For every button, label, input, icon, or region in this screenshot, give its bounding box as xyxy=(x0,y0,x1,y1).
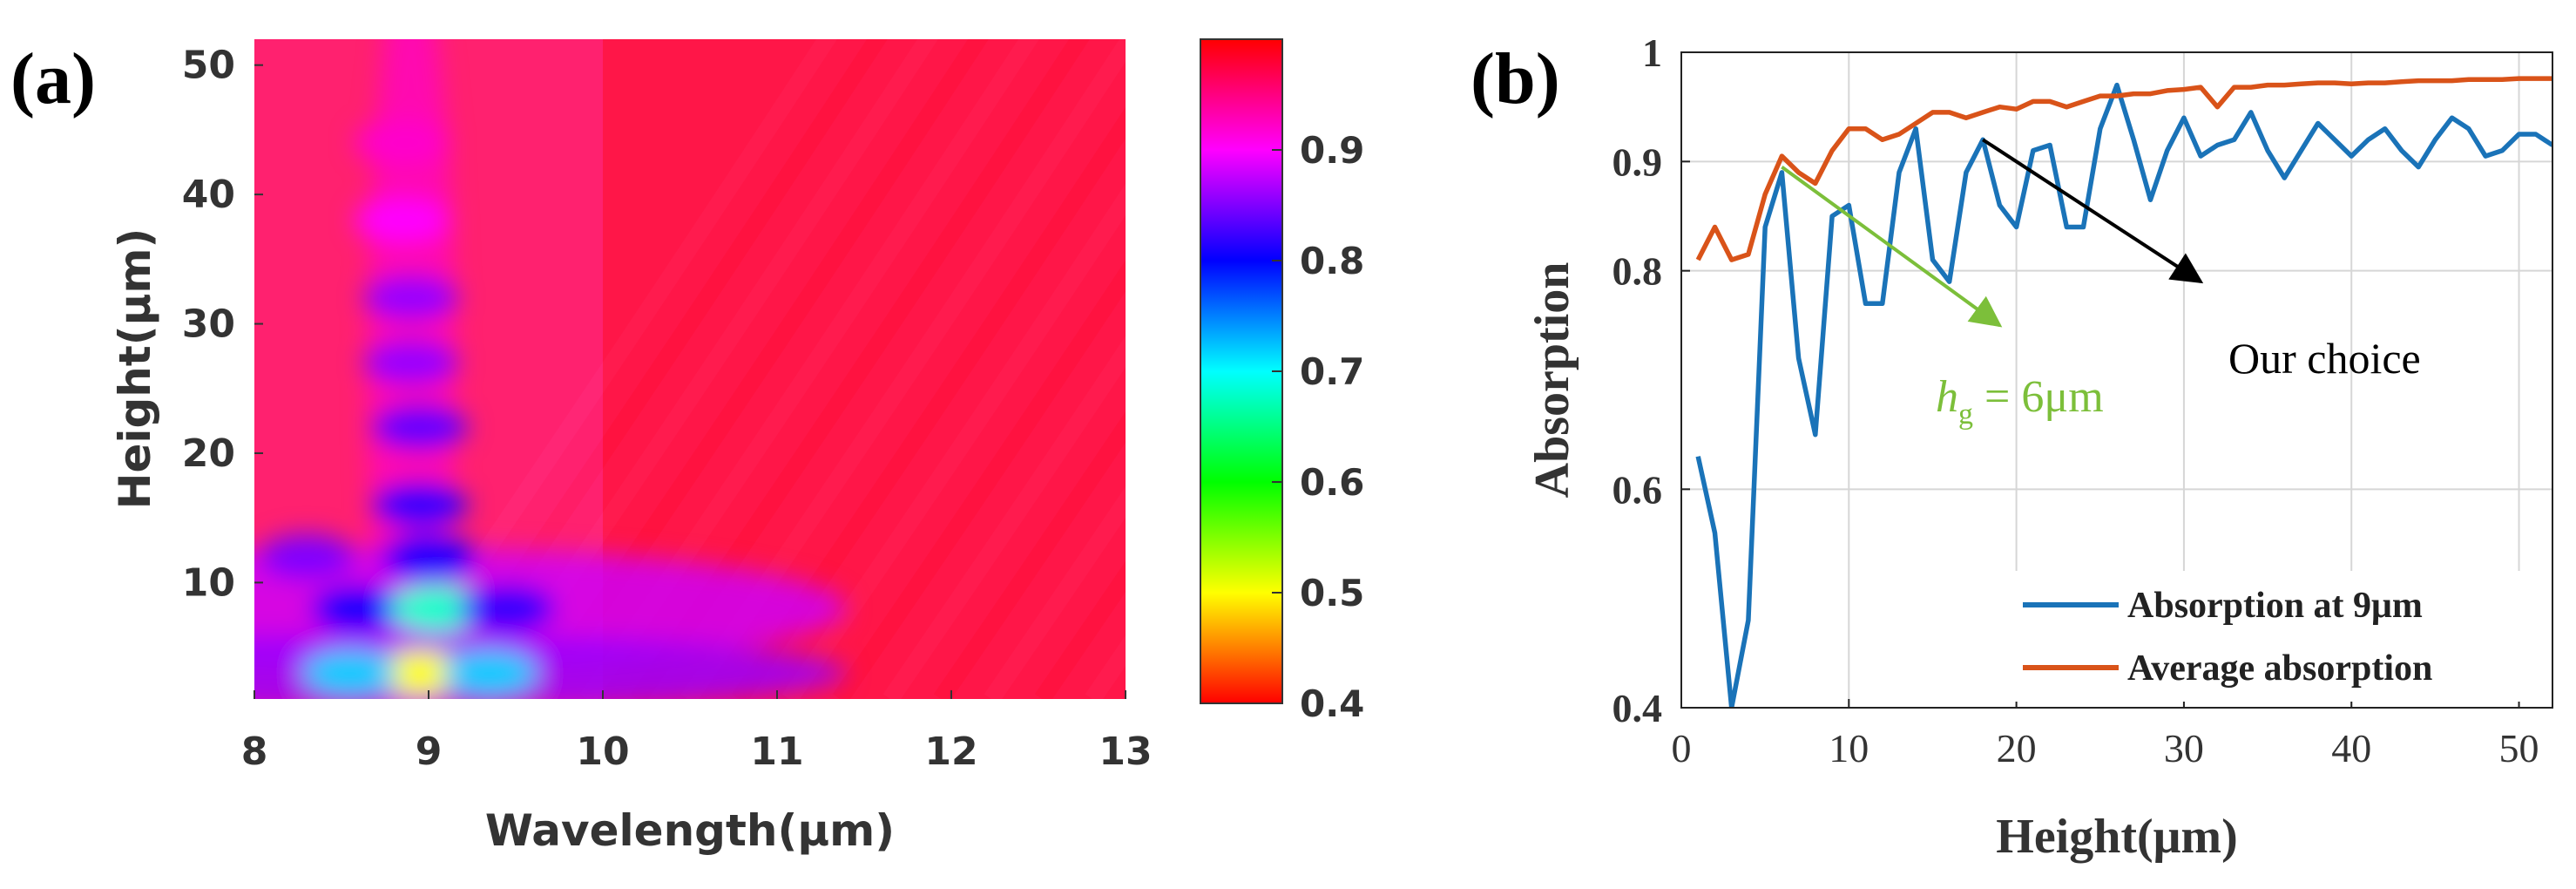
heatmap-plot: 8 9 10 11 12 13 10 20 30 40 50 xyxy=(182,39,1153,774)
heatmap-band xyxy=(984,486,1126,699)
panel-b-tag: (b) xyxy=(1471,38,1560,119)
colorbar-ticks: 0.4 0.5 0.6 0.7 0.8 0.9 xyxy=(1272,129,1364,725)
heatmap-feature xyxy=(363,275,459,321)
legend-label-average: Average absorption xyxy=(2127,648,2432,689)
panel-a-tag: (a) xyxy=(10,38,96,119)
line-axes: 0 10 20 30 40 50 0.4 0.6 0.8 0.9 1 xyxy=(1613,31,2539,770)
heatmap-x-tick-label: 12 xyxy=(924,730,977,774)
heatmap-band xyxy=(832,260,1126,699)
colorbar-scale xyxy=(1200,38,1283,704)
heatmap-feature xyxy=(259,533,355,580)
legend-label-absorption-9um: Absorption at 9μm xyxy=(2127,586,2423,626)
annotations: hg = 6μm Our choice xyxy=(1781,138,2421,431)
heatmap-y-tick-label: 20 xyxy=(182,431,235,476)
series-line-average xyxy=(1695,76,2552,262)
heatmap-feature xyxy=(372,482,468,528)
heatmap-feature xyxy=(355,119,450,166)
legend-box xyxy=(2011,571,2542,702)
line-plot: 0 10 20 30 40 50 0.4 0.6 0.8 0.9 1 xyxy=(1613,31,2553,770)
heatmap-x-tick-label: 13 xyxy=(1099,730,1152,774)
line-x-tick-label: 50 xyxy=(2499,726,2539,770)
colorbar-tick-label: 0.8 xyxy=(1300,240,1364,282)
heatmap-feature xyxy=(311,586,407,632)
line-xlabel: Height(μm) xyxy=(1996,810,2237,864)
heatmap-band xyxy=(882,336,1126,699)
heatmap-band xyxy=(933,411,1126,699)
line-ylabel: Absorption xyxy=(1525,262,1579,499)
line-plot-frame xyxy=(1680,51,2553,709)
colorbar-tick-label: 0.5 xyxy=(1300,572,1364,614)
heatmap-feature xyxy=(459,586,555,632)
line-y-tick-label: 0.9 xyxy=(1613,139,1663,184)
colorbar: 0.4 0.5 0.6 0.7 0.8 0.9 xyxy=(1200,38,1364,725)
heatmap-x-tick-label: 9 xyxy=(416,730,443,774)
heatmap-feature xyxy=(302,650,398,696)
colorbar-tick-label: 0.6 xyxy=(1300,461,1364,504)
line-x-tick-label: 20 xyxy=(1997,726,2037,770)
heatmap-feature xyxy=(442,650,538,696)
heatmap-features xyxy=(254,39,847,699)
line-y-tick-label: 1 xyxy=(1642,31,1662,75)
heatmap-y-tick-label: 30 xyxy=(182,302,235,347)
heatmap-feature xyxy=(363,340,459,386)
heatmap-band xyxy=(1034,560,1126,699)
heatmap-x-tick-label: 8 xyxy=(241,730,268,774)
heatmap-feature xyxy=(355,197,450,243)
heatmap-feature xyxy=(372,404,468,451)
heatmap-axes: 8 9 10 11 12 13 10 20 30 40 50 xyxy=(182,44,1153,774)
legend: Absorption at 9μm Average absorption xyxy=(2011,571,2542,702)
colorbar-tick-label: 0.4 xyxy=(1300,682,1364,725)
heatmap-y-tick-label: 50 xyxy=(182,44,235,88)
heatmap-xlabel: Wavelength(μm) xyxy=(485,805,895,856)
heatmap-ylabel: Height(μm) xyxy=(110,228,160,510)
colorbar-tick-label: 0.9 xyxy=(1300,129,1364,172)
heatmap-x-tick-label: 10 xyxy=(576,730,629,774)
hg-arrow xyxy=(1781,165,2003,328)
line-y-tick-label: 0.4 xyxy=(1613,686,1663,730)
line-x-tick-label: 40 xyxy=(2331,726,2371,770)
heatmap-feature xyxy=(389,586,485,632)
our-choice-arrow xyxy=(1982,138,2204,284)
line-y-tick-label: 0.8 xyxy=(1613,249,1663,294)
heatmap-band xyxy=(781,183,1126,699)
heatmap-feature xyxy=(372,650,468,696)
our-choice-label: Our choice xyxy=(2228,334,2421,383)
heatmap-feature xyxy=(381,533,477,580)
hg-annotation-label: hg = 6μm xyxy=(1936,372,2104,431)
colorbar-tick-label: 0.7 xyxy=(1300,350,1364,393)
line-x-tick-label: 30 xyxy=(2164,726,2204,770)
line-x-tick-label: 0 xyxy=(1672,726,1692,770)
heatmap-x-tick-label: 11 xyxy=(750,730,803,774)
line-y-tick-label: 0.6 xyxy=(1613,467,1663,512)
line-x-tick-label: 10 xyxy=(1829,726,1869,770)
heatmap-y-tick-label: 10 xyxy=(182,560,235,605)
heatmap-y-tick-label: 40 xyxy=(182,173,235,217)
